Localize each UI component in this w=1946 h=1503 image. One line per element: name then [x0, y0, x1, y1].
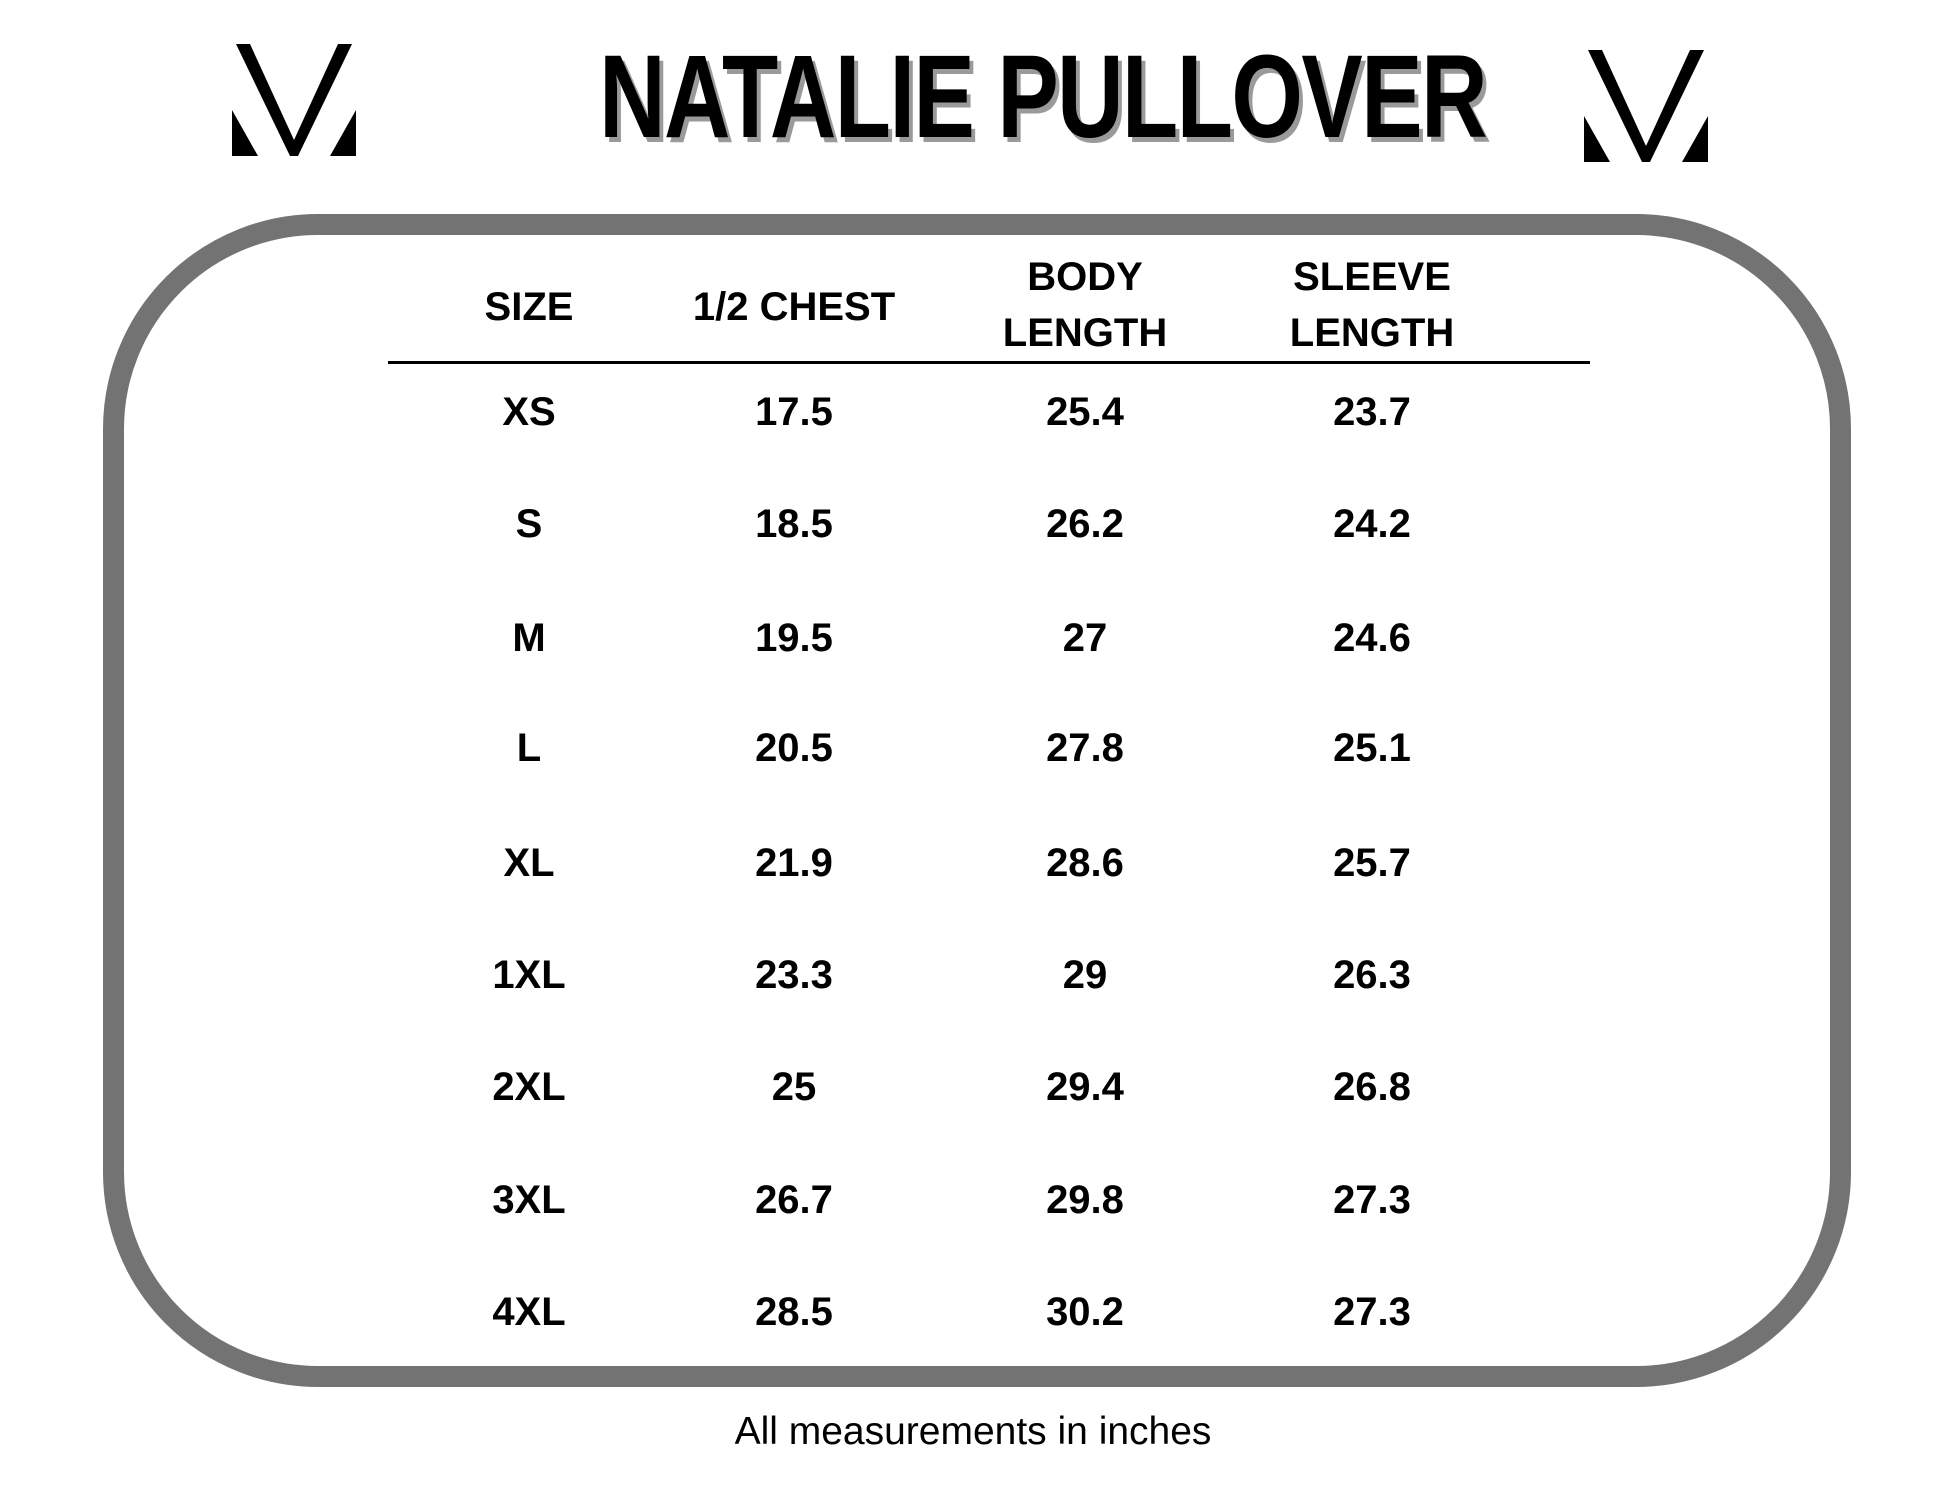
- title-text: NATALIE PULLOVER: [599, 31, 1487, 163]
- column-header: SLEEVE: [1293, 255, 1451, 299]
- size-label: S: [515, 502, 543, 546]
- mv-monogram-icon: [232, 44, 356, 156]
- measurement-cell: 18.5: [755, 502, 833, 546]
- column-header: BODY: [1027, 255, 1143, 299]
- size-label: 3XL: [492, 1178, 566, 1222]
- measurement-cell: 27.8: [1046, 726, 1124, 770]
- size-label: 4XL: [492, 1290, 566, 1334]
- size-label: XL: [503, 841, 555, 885]
- size-label: M: [512, 616, 546, 660]
- size-chart-frame: [103, 214, 1851, 1387]
- header-divider: [388, 361, 1590, 364]
- measurement-cell: 27.3: [1333, 1290, 1411, 1334]
- measurement-cell: 26.7: [755, 1178, 833, 1222]
- measurement-cell: 23.7: [1333, 390, 1411, 434]
- page-title: NATALIE PULLOVER: [474, 31, 1487, 163]
- mv-monogram-icon: [1584, 50, 1708, 162]
- size-label: XS: [502, 390, 556, 434]
- size-label: 1XL: [492, 953, 566, 997]
- measurement-cell: 27: [1062, 616, 1108, 660]
- measurement-cell: 25: [771, 1065, 817, 1109]
- column-header: LENGTH: [1002, 311, 1168, 355]
- footer-note: All measurements in inches: [734, 1410, 1212, 1453]
- measurement-cell: 29: [1062, 953, 1108, 997]
- measurement-cell: 20.5: [755, 726, 833, 770]
- column-header: 1/2 CHEST: [692, 285, 896, 329]
- measurement-cell: 28.6: [1046, 841, 1124, 885]
- measurement-cell: 29.8: [1046, 1178, 1124, 1222]
- measurement-cell: 21.9: [755, 841, 833, 885]
- measurement-cell: 28.5: [755, 1290, 833, 1334]
- size-label: 2XL: [492, 1065, 566, 1109]
- column-header: LENGTH: [1289, 311, 1455, 355]
- measurement-cell: 25.1: [1333, 726, 1411, 770]
- measurement-cell: 23.3: [755, 953, 833, 997]
- measurement-cell: 25.4: [1046, 390, 1124, 434]
- measurement-cell: 26.8: [1333, 1065, 1411, 1109]
- measurement-cell: 27.3: [1333, 1178, 1411, 1222]
- measurement-cell: 30.2: [1046, 1290, 1124, 1334]
- measurement-cell: 17.5: [755, 390, 833, 434]
- measurement-cell: 19.5: [755, 616, 833, 660]
- column-header: SIZE: [484, 285, 574, 329]
- measurement-cell: 24.6: [1333, 616, 1411, 660]
- measurement-cell: 25.7: [1333, 841, 1411, 885]
- size-label: L: [516, 726, 542, 770]
- measurement-cell: 26.2: [1046, 502, 1124, 546]
- measurement-cell: 24.2: [1333, 502, 1411, 546]
- measurement-cell: 29.4: [1046, 1065, 1124, 1109]
- measurement-cell: 26.3: [1333, 953, 1411, 997]
